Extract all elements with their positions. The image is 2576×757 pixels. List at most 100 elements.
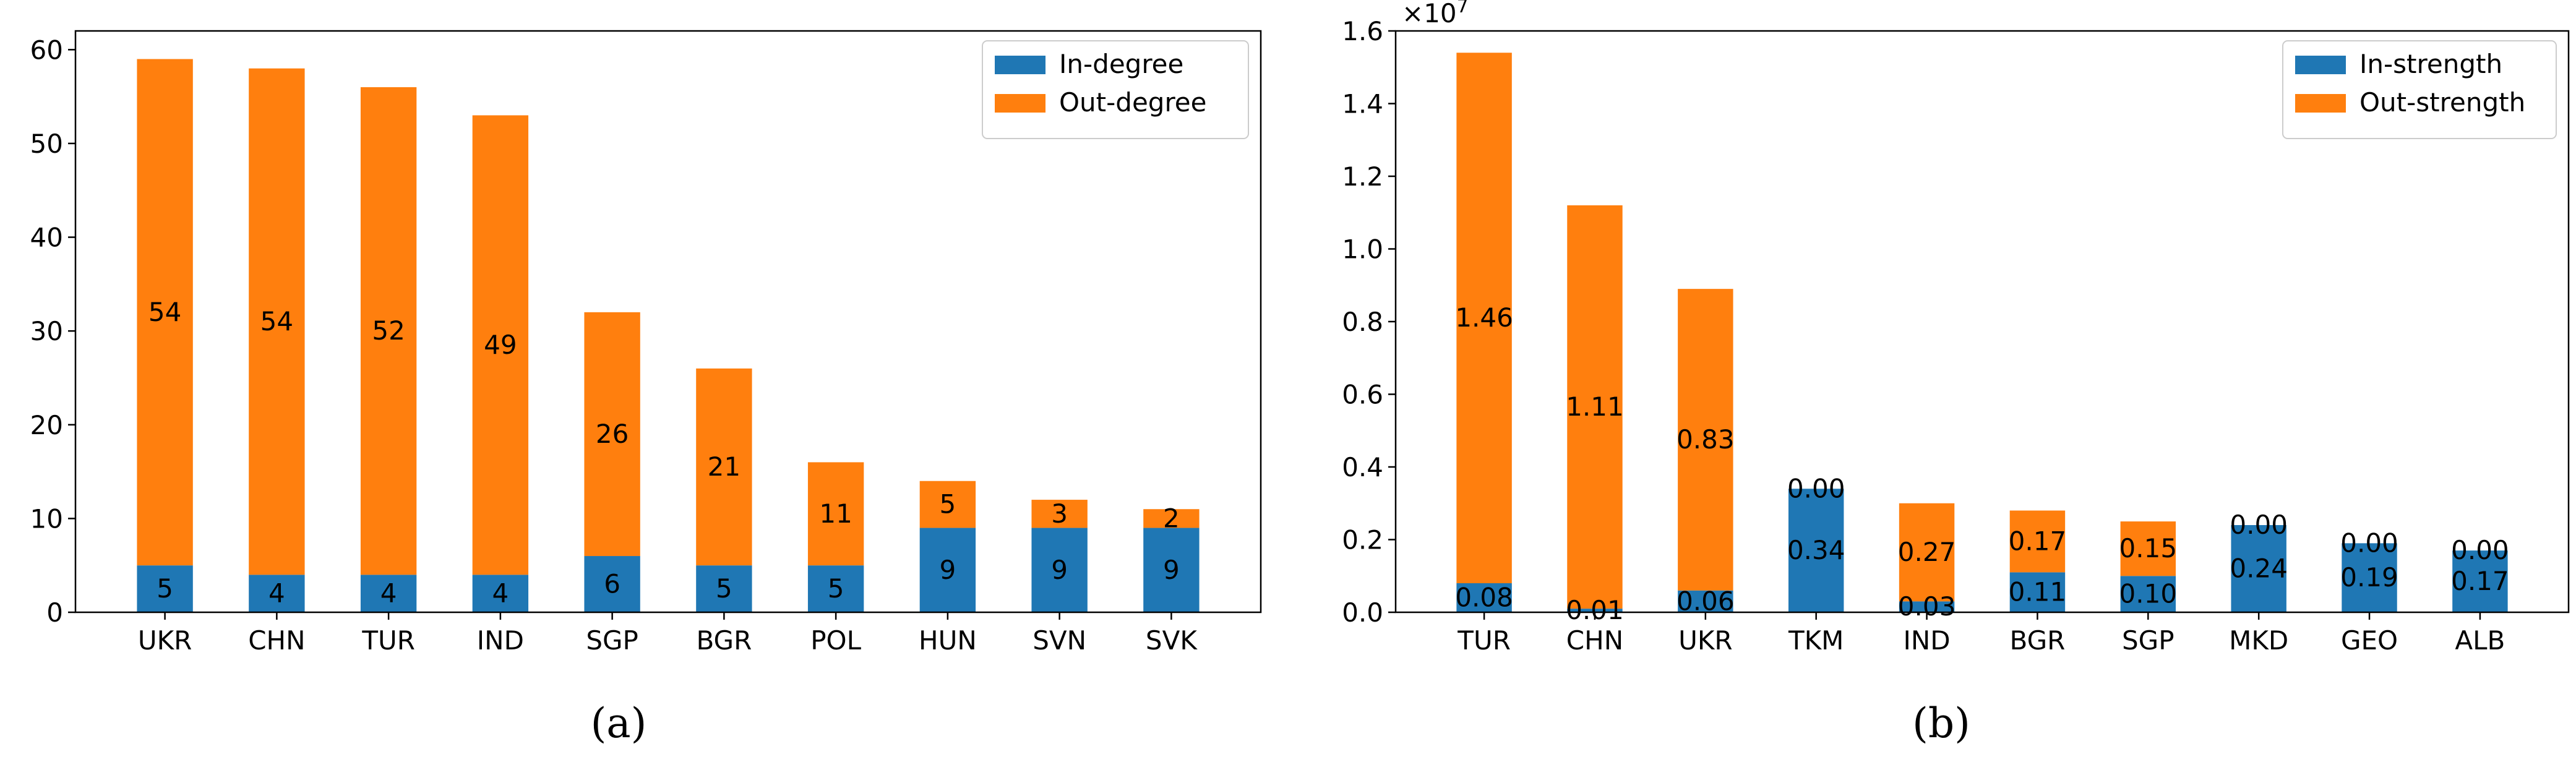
bar-label-out-degree-sgp: 26 [596,419,629,449]
y-tick-label: 0.0 [1342,597,1383,628]
x-tick-label-ukr: UKR [138,625,192,656]
x-tick-label-alb: ALB [2455,625,2505,656]
y-tick-label: 0 [46,597,63,628]
y-tick-label: 1.0 [1342,234,1383,265]
y-tick-label: 50 [30,129,63,159]
bar-label-in-degree-ind: 4 [492,578,509,609]
bar-in-degree-svk [1143,528,1200,612]
y-tick-label: 0.4 [1342,452,1383,482]
x-tick-label-ind: IND [477,625,524,656]
bar-label-in-strength-chn: 0.01 [1566,595,1624,625]
y-tick-label: 0.8 [1342,307,1383,337]
bar-label-in-degree-tur: 4 [380,578,397,609]
bar-in-strength-bgr [2009,572,2066,612]
bar-in-strength-sgp [2120,576,2176,612]
bar-in-degree-chn [249,575,305,612]
bar-out-degree-ukr [137,59,193,566]
panel-caption: (b) [1912,699,1970,747]
y-scale-offset: ×107 [1402,0,1469,28]
x-tick-label-tur: TUR [1457,625,1511,656]
bar-in-strength-ukr [1678,590,1733,612]
y-tick-label: 30 [30,316,63,346]
y-tick-label: 0.6 [1342,380,1383,410]
bar-out-degree-sgp [584,312,640,557]
legend-frame [2282,40,2557,139]
legend-swatch-out-strength [2295,94,2346,113]
bar-in-degree-ukr [137,565,193,612]
bar-in-degree-sgp [584,556,640,612]
bar-out-strength-tur [1456,53,1512,583]
bar-label-out-degree-pol: 11 [819,498,852,529]
bar-label-out-degree-ind: 49 [484,330,517,360]
x-tick-label-svn: SVN [1033,625,1086,656]
x-tick-label-sgp: SGP [2122,625,2175,656]
bar-label-in-degree-svn: 9 [1051,555,1068,585]
y-tick-label: 60 [30,35,63,65]
bar-out-degree-bgr [696,368,752,566]
x-tick-label-ukr: UKR [1678,625,1732,656]
y-tick-label: 0.2 [1342,525,1383,555]
bar-label-in-degree-hun: 9 [940,555,956,585]
x-tick-label-geo: GEO [2341,625,2398,656]
bar-out-strength-ind [1899,503,1955,602]
bar-out-degree-hun [919,481,976,528]
panel-b-chart: 0.08 0.01 0.060.340.03 0.11 0.100.24 0.19 0.17… [1342,0,2570,747]
legend-label-out-strength: Out-strength [2359,87,2525,118]
bar-label-out-degree-svk: 2 [1163,503,1180,533]
bar-label-out-strength-ukr: 0.83 [1677,424,1735,455]
x-tick-label-chn: CHN [248,625,305,656]
bar-out-strength-chn [1567,205,1623,609]
bar-label-out-strength-mkd: 0.00 [2230,510,2288,540]
y-tick-label: 1.2 [1342,161,1383,192]
bar-label-in-strength-tkm: 0.34 [1787,535,1845,565]
bar-label-in-degree-svk: 9 [1163,555,1180,585]
bar-out-degree-pol [807,462,864,566]
y-tick-label: 1.6 [1342,16,1383,46]
x-tick-label-pol: POL [810,625,861,656]
bar-label-out-degree-svn: 3 [1051,498,1068,529]
y-scale-exponent: 7 [1457,0,1469,17]
x-tick-label-mkd: MKD [2229,625,2288,656]
legend-label-out-degree: Out-degree [1059,87,1207,118]
y-tick-label: 20 [30,410,63,440]
bar-label-in-strength-tur: 0.08 [1455,583,1513,613]
bar-label-in-degree-chn: 4 [268,578,285,609]
bar-label-out-degree-bgr: 21 [708,451,741,482]
bar-label-in-strength-mkd: 0.24 [2230,554,2288,584]
bar-label-out-strength-bgr: 0.17 [2009,526,2067,556]
legend-label-in-strength: In-strength [2359,49,2502,79]
x-tick-label-bgr: BGR [2010,625,2066,656]
bar-in-strength-chn [1567,609,1623,612]
x-tick-label-chn: CHN [1566,625,1623,656]
bar-label-in-degree-bgr: 5 [716,573,732,604]
bar-label-out-strength-tkm: 0.00 [1787,473,1845,503]
x-tick-label-hun: HUN [919,625,977,656]
bar-label-out-degree-tur: 52 [372,315,405,346]
bar-in-degree-svn [1031,528,1088,612]
bar-label-in-strength-geo: 0.19 [2340,562,2398,592]
axes-frame [74,30,1262,614]
bar-in-strength-ind [1899,601,1955,612]
x-tick-label-ind: IND [1903,625,1950,656]
bar-in-degree-ind [472,575,529,612]
bar-out-degree-ind [472,115,529,575]
bar-in-degree-pol [807,565,864,612]
bar-label-out-strength-chn: 1.11 [1566,391,1624,422]
y-tick-label: 10 [30,503,63,534]
legend-swatch-in-degree [995,56,1045,74]
bar-label-out-degree-chn: 54 [260,306,293,336]
bar-in-strength-mkd [2231,525,2286,612]
bar-label-in-strength-sgp: 0.10 [2119,579,2178,609]
bar-out-degree-svn [1031,500,1088,528]
x-tick-label-svk: SVK [1146,625,1198,656]
bar-label-out-strength-geo: 0.00 [2340,528,2398,558]
bar-in-strength-alb [2452,550,2508,612]
bar-out-strength-bgr [2009,510,2066,573]
bar-label-out-degree-hun: 5 [940,489,956,520]
bar-in-degree-bgr [696,565,752,612]
bar-in-degree-tur [360,575,417,612]
y-tick-label: 1.4 [1342,89,1383,119]
bar-label-in-degree-sgp: 6 [604,569,620,599]
